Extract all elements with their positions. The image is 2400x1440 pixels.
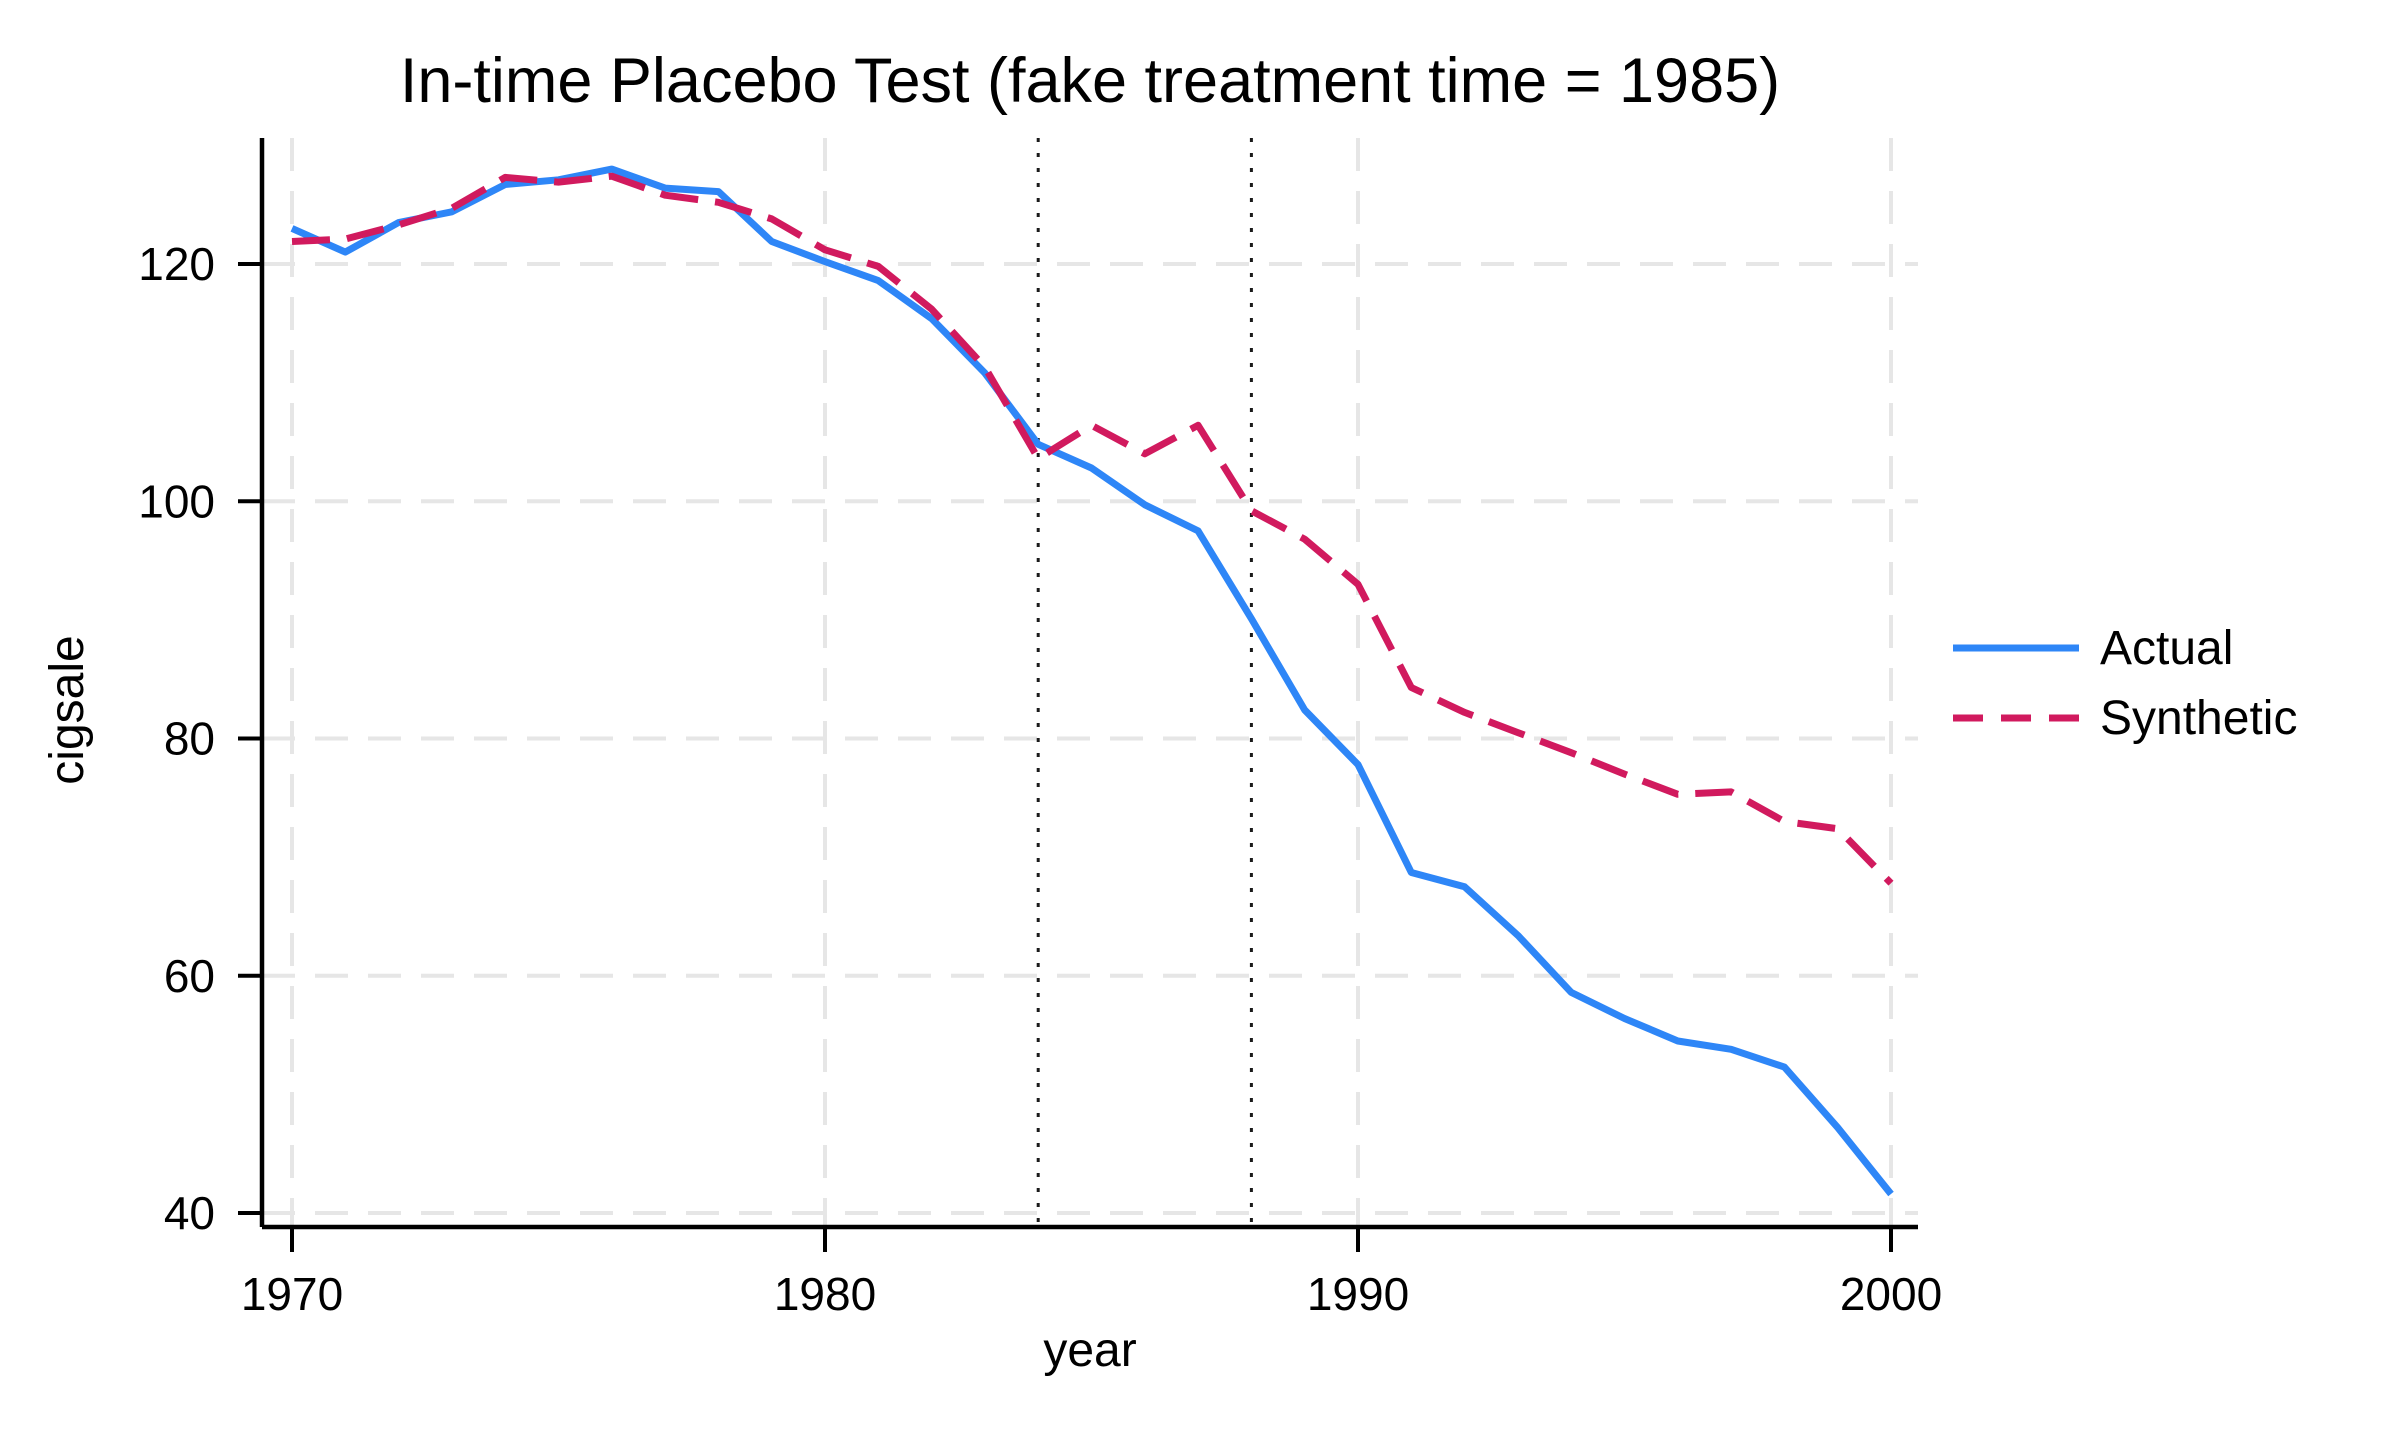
- grid-layer: [262, 138, 1918, 1227]
- legend-synthetic-label: Synthetic: [2100, 692, 2297, 745]
- legend-actual-label: Actual: [2100, 622, 2233, 675]
- placebo-vlines-layer: [1036, 138, 1253, 1227]
- x-tick-label: 2000: [1840, 1268, 1942, 1320]
- actual-line: [290, 165, 1894, 1197]
- y-tick-label: 60: [164, 950, 215, 1002]
- x-tick-label: 1970: [241, 1268, 343, 1320]
- tick-labels-layer: 40 60 80 100 120 1970 1980 1990 2000: [138, 238, 1942, 1320]
- y-tick-label: 80: [164, 713, 215, 765]
- synthetic-line: [291, 172, 1894, 886]
- x-tick-label: 1980: [774, 1268, 876, 1320]
- series-layer: [290, 165, 1894, 1197]
- x-tick-label: 1990: [1307, 1268, 1409, 1320]
- y-tick-label: 40: [164, 1187, 215, 1239]
- chart-title: In-time Placebo Test (fake treatment tim…: [400, 46, 1780, 116]
- legend: Actual Synthetic: [1953, 622, 2297, 745]
- y-tick-label: 100: [138, 475, 215, 527]
- y-tick-label: 120: [138, 238, 215, 290]
- axes-layer: [238, 138, 1918, 1252]
- y-axis-title: cigsale: [41, 635, 94, 784]
- x-axis-title: year: [1043, 1324, 1136, 1377]
